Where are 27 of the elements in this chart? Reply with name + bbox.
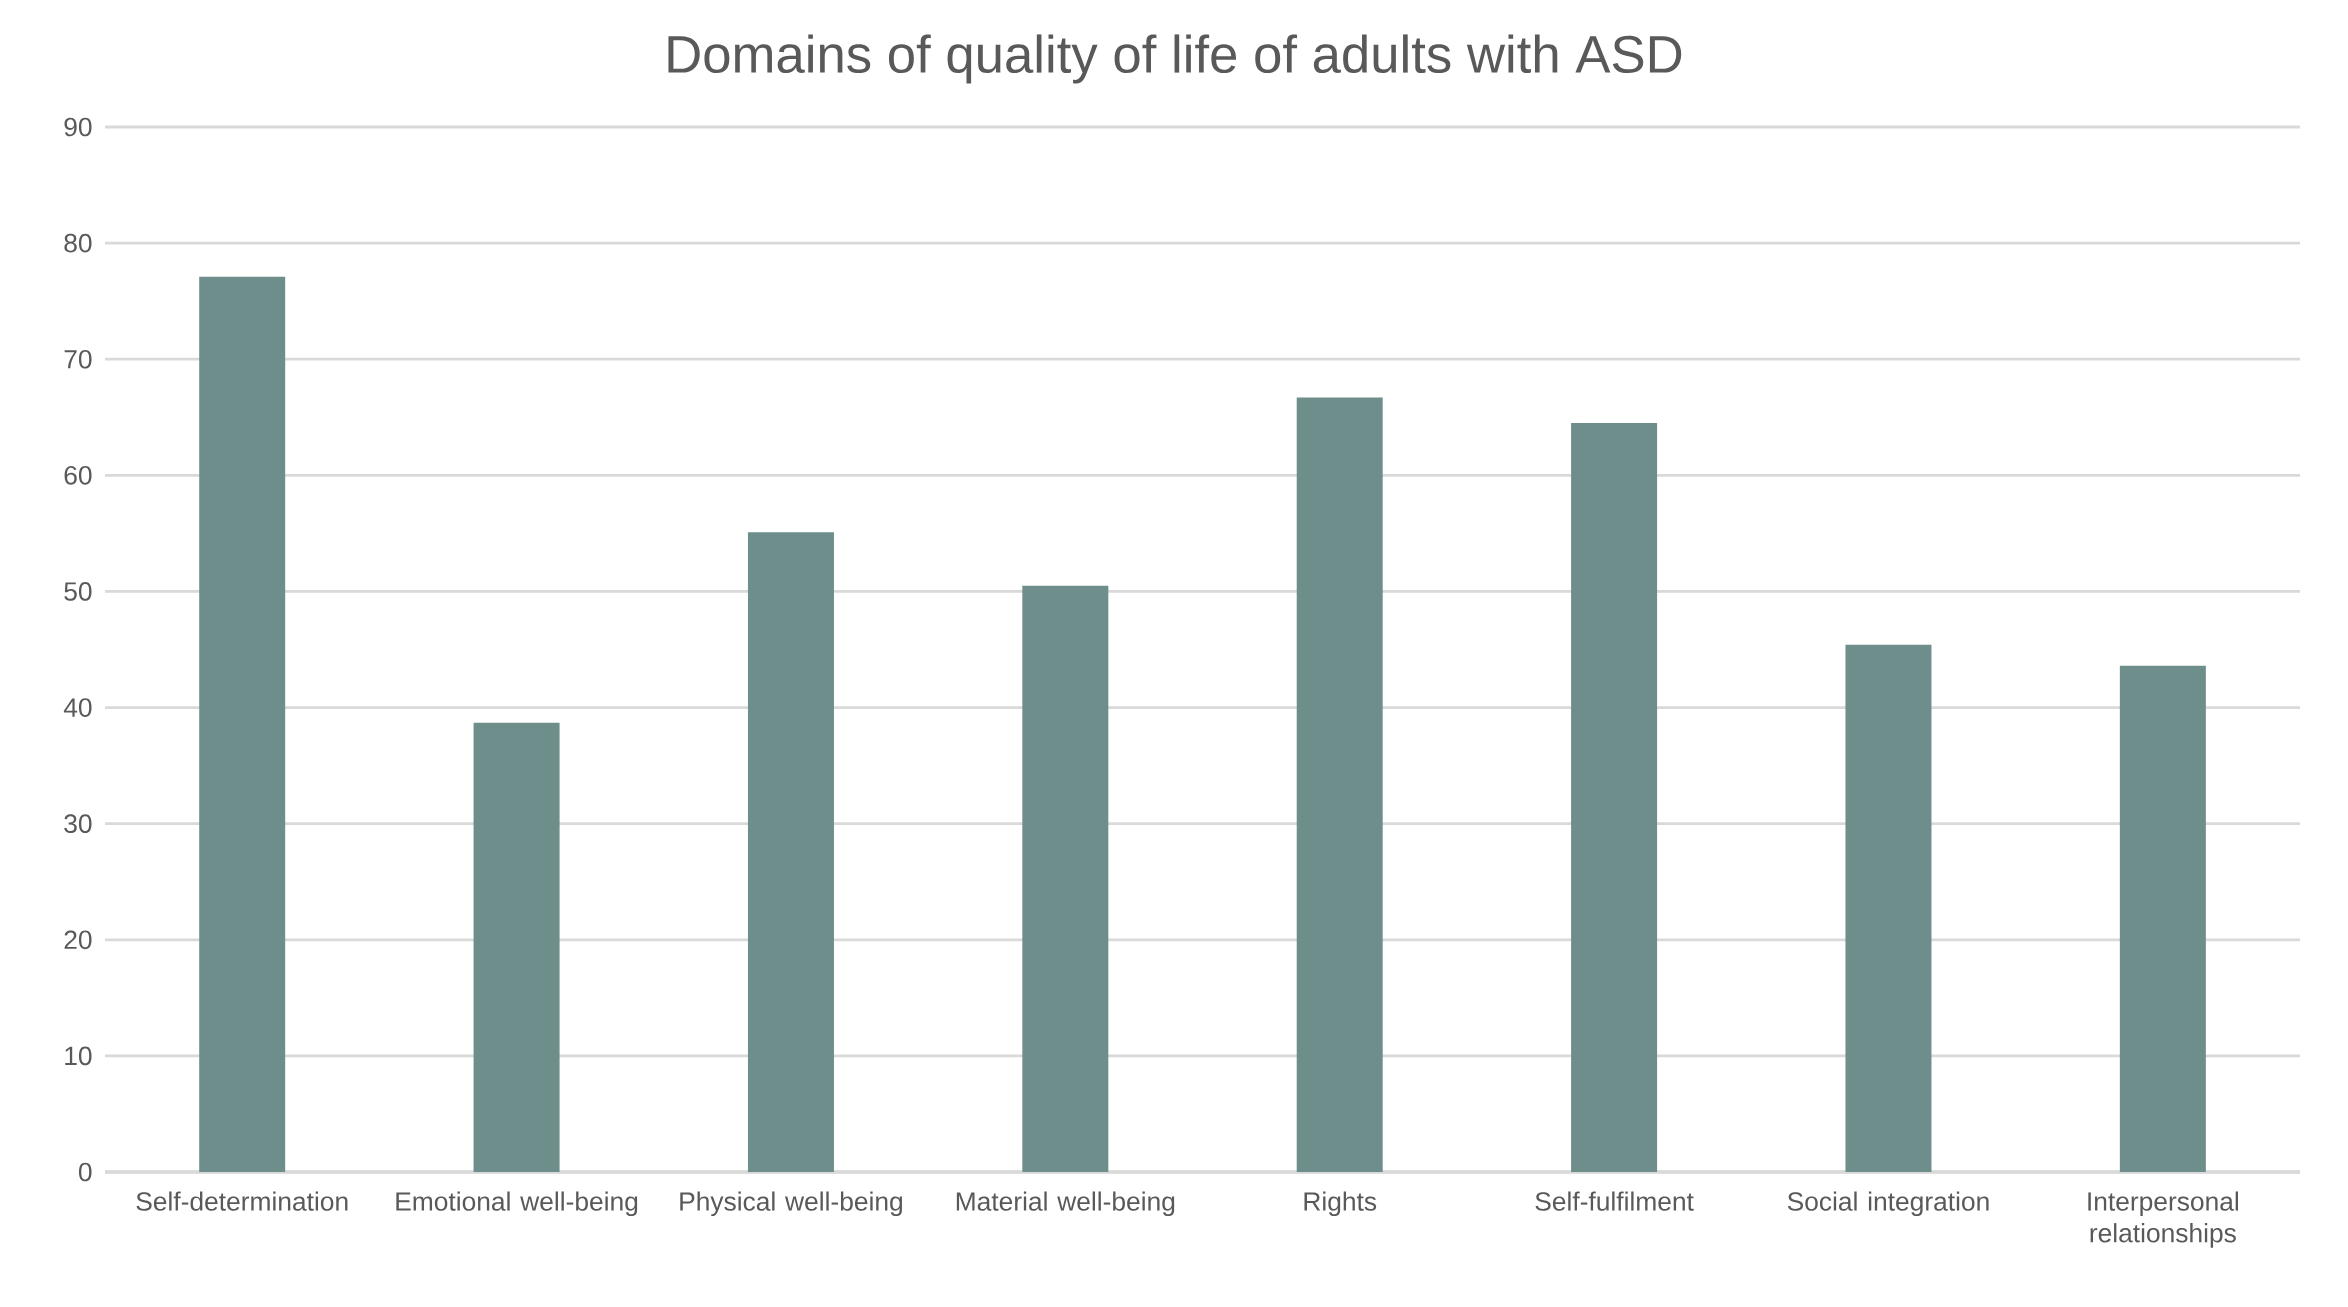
y-tick-label: 80	[64, 233, 92, 253]
bar	[199, 276, 286, 1173]
x-tick-label: Self-fulfilment	[1535, 1191, 1694, 1211]
chart-title: Domains of quality of life of adults with ASD	[668, 34, 1682, 84]
y-tick-label: 20	[64, 930, 92, 950]
y-tick-label: 50	[64, 582, 92, 601]
y-tick-label: 0	[78, 1162, 92, 1182]
x-tick-label: Interpersonal relationships	[2088, 1191, 2238, 1248]
bar	[473, 722, 560, 1173]
y-tick-label: 10	[65, 1046, 92, 1066]
y-tick-label: 30	[64, 814, 92, 834]
x-tick-label: Self-determination	[136, 1191, 348, 1211]
x-tick-label: Rights	[1304, 1191, 1377, 1217]
bar	[2119, 665, 2206, 1173]
bar	[1845, 644, 1932, 1173]
x-tick-label: Material well-being	[956, 1191, 1175, 1217]
bar	[1296, 397, 1383, 1173]
bar	[1022, 585, 1109, 1173]
y-tick-label: 90	[64, 117, 92, 137]
bar	[747, 532, 834, 1173]
x-tick-label: Physical well-being	[680, 1191, 902, 1217]
x-tick-label: Emotional well-being	[396, 1191, 638, 1217]
y-tick-label: 40	[63, 698, 92, 717]
x-tick-label: Social integration	[1787, 1191, 1989, 1217]
y-tick-label: 60	[64, 466, 92, 485]
bar	[1571, 423, 1658, 1173]
y-tick-label: 70	[64, 349, 92, 369]
